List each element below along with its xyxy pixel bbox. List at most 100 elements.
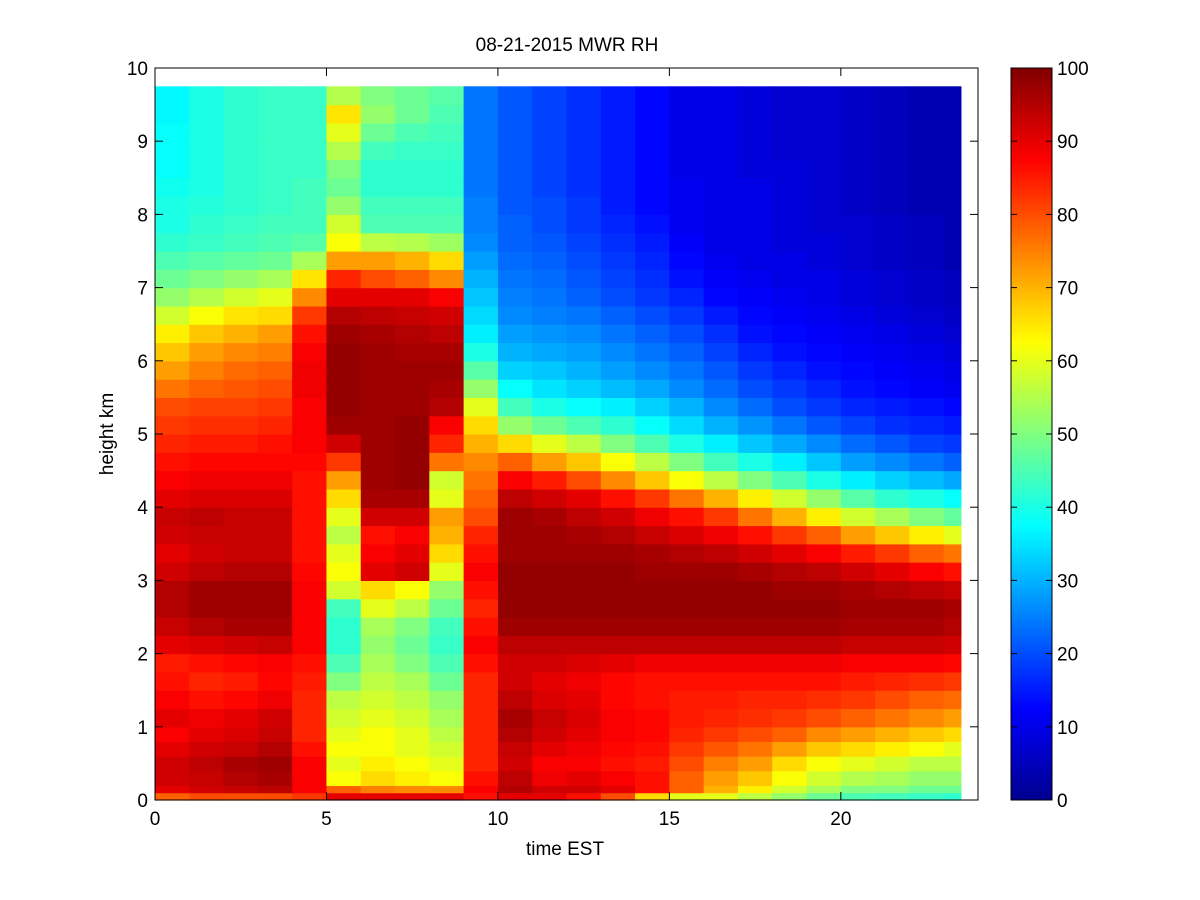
heatmap-cell [429,342,465,362]
heatmap-cell [669,525,705,545]
heatmap-cell [532,562,568,581]
colorbar-ticks: 0 10 20 30 40 50 60 70 80 90 100 [1011,59,1089,812]
heatmap-cell [155,617,190,636]
heatmap-cell [292,360,328,380]
heatmap-cell [840,287,876,307]
heatmap-cell [292,671,328,691]
heatmap-cell [669,159,705,179]
heatmap-cell [806,488,842,508]
heatmap-cell [189,434,225,453]
heatmap-cell [395,525,430,545]
heatmap-cell [463,690,499,710]
heatmap-cell [875,690,911,710]
heatmap-cell [943,708,962,728]
heatmap-cell [909,708,945,728]
heatmap-cell [635,122,670,142]
heatmap-cell [669,690,705,710]
heatmap-cell [566,434,602,453]
heatmap-cell [909,598,945,618]
heatmap-cell [772,415,808,435]
heatmap-cell [223,86,259,106]
heatmap-cell [189,342,225,362]
colorbar-tick-label: 20 [1057,645,1078,666]
heatmap-cell [600,159,636,179]
heatmap-cell [943,525,962,545]
heatmap-cell [360,452,396,472]
heatmap-cell [463,756,499,772]
heatmap-cell [395,770,430,786]
heatmap-cell [635,360,670,380]
heatmap-cell [257,415,293,435]
heatmap-cell [257,598,293,618]
heatmap-cell [292,785,328,794]
heatmap-cell [155,159,190,179]
heatmap-cell [566,756,602,772]
heatmap-cell [635,196,670,215]
heatmap-cell [429,269,465,289]
heatmap-cell [600,756,636,772]
heatmap-cell [737,269,773,289]
heatmap-cell [635,159,670,179]
heatmap-cell [360,653,396,673]
heatmap-cell [257,525,293,545]
heatmap-cell [635,507,670,527]
heatmap-cell [257,324,293,344]
heatmap-cell [292,287,328,307]
heatmap-cell [737,214,773,234]
heatmap-cell [189,598,225,618]
heatmap-cell [155,251,190,270]
heatmap-cell [772,86,808,106]
heatmap-cell [840,635,876,655]
heatmap-cell [703,598,739,618]
heatmap-cell [703,196,739,215]
heatmap-cell [600,122,636,142]
heatmap-cell [155,756,190,772]
heatmap-cell [532,726,568,743]
heatmap-cell [463,452,499,472]
heatmap-cell [772,251,808,270]
heatmap-cell [429,488,465,508]
heatmap-cell [566,690,602,710]
heatmap-cell [326,342,362,362]
heatmap-cell [772,122,808,142]
heatmap-cell [463,397,499,417]
heatmap-cell [806,580,842,600]
heatmap-cell [909,653,945,673]
heatmap-cell [566,86,602,106]
heatmap-cell [600,397,636,417]
heatmap-cell [429,324,465,344]
heatmap-cell [943,397,962,417]
heatmap-cell [257,342,293,362]
heatmap-cell [635,580,670,600]
heatmap-cell [600,525,636,545]
heatmap-cell [155,141,190,161]
heatmap-cell [326,287,362,307]
heatmap-cell [806,287,842,307]
heatmap-cell [909,122,945,142]
heatmap-cell [326,251,362,270]
heatmap-cell [292,324,328,344]
heatmap-cell [909,214,945,234]
heatmap-cell [840,269,876,289]
heatmap-cell [292,86,328,106]
heatmap-cell [635,653,670,673]
heatmap-cell [737,122,773,142]
heatmap-cell [566,617,602,636]
heatmap-cell [703,690,739,710]
heatmap-cell [806,690,842,710]
heatmap-cell [189,287,225,307]
heatmap-cell [395,470,430,490]
heatmap-cell [189,324,225,344]
heatmap-cell [257,770,293,786]
heatmap-cell [463,770,499,786]
heatmap-cell [497,470,533,490]
heatmap-cell [189,785,225,794]
heatmap-cell [326,770,362,786]
heatmap-cell [257,507,293,527]
heatmap-cell [806,756,842,772]
heatmap-cell [840,415,876,435]
heatmap-cell [566,525,602,545]
heatmap-cell [223,452,259,472]
heatmap-cell [395,671,430,691]
heatmap-cell [635,342,670,362]
